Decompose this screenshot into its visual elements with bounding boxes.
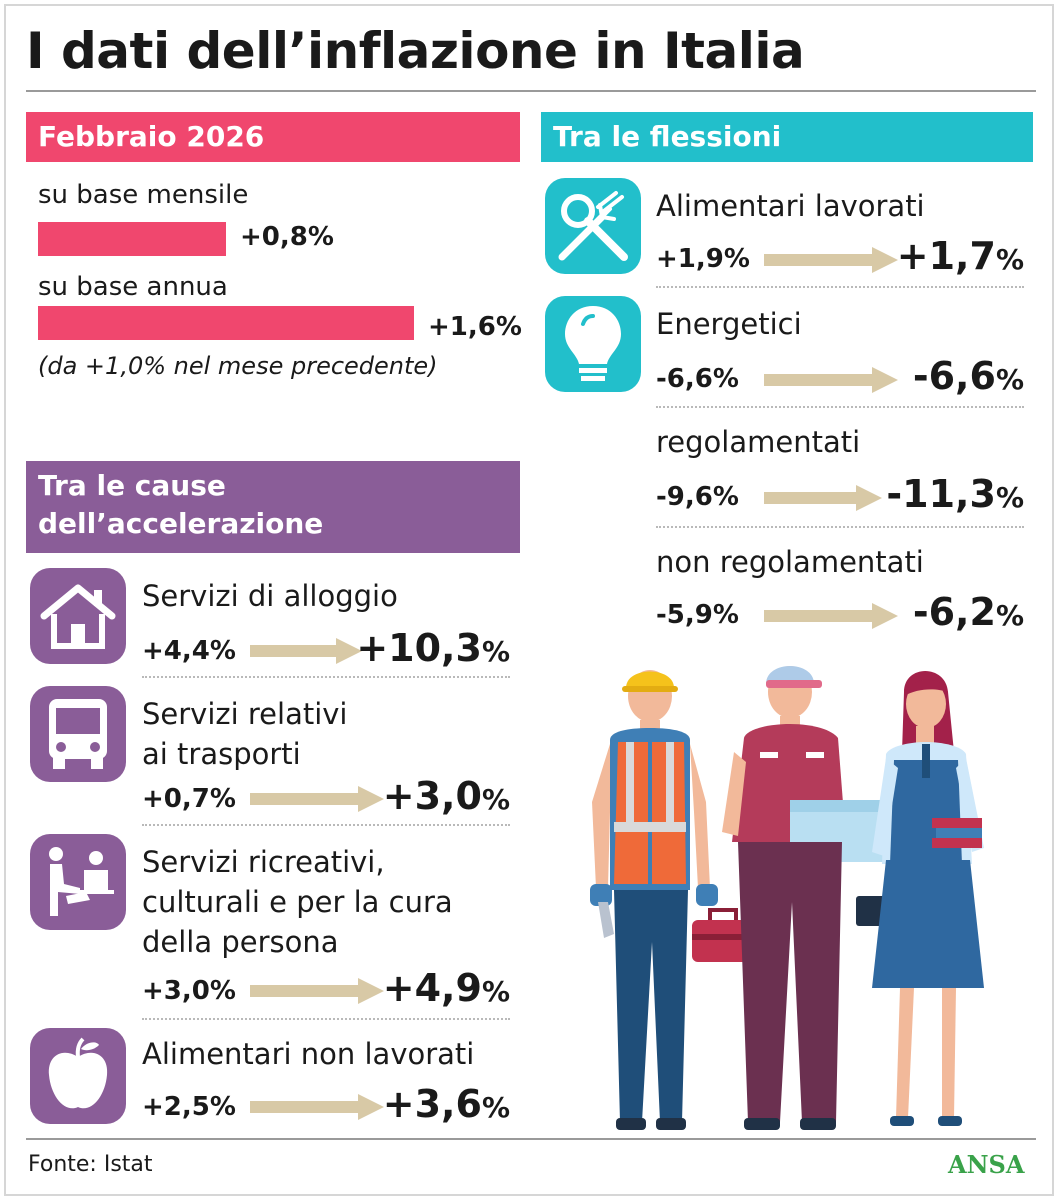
decline-label: Alimentari lavorati (656, 189, 925, 223)
infographic-frame (4, 4, 1054, 1196)
change-arrow (764, 247, 898, 273)
decline-current-unit: % (995, 599, 1024, 632)
cause-current-unit: % (481, 635, 510, 668)
decline-previous-value: -9,6% (656, 482, 739, 512)
annual-bar (38, 306, 414, 340)
causes-header: Tra le cause dell’accelerazione (26, 461, 520, 553)
cause-current-number: +3,0 (382, 774, 482, 818)
title-divider (26, 90, 1036, 92)
decline-current-unit: % (995, 481, 1024, 514)
cause-previous-value: +0,7% (142, 784, 236, 814)
cutlery-icon (545, 178, 641, 274)
cause-current-value: +10,3% (340, 626, 510, 670)
page-title: I dati dell’inflazione in Italia (26, 22, 805, 80)
ansa-logo: ANSA (948, 1150, 1025, 1179)
decline-label: regolamentati (656, 425, 861, 459)
toolbox (692, 908, 754, 962)
decline-current-value: +1,7% (854, 234, 1024, 278)
cause-label-line1: Servizi ricreativi, (142, 845, 385, 879)
cause-previous-value: +3,0% (142, 976, 236, 1006)
cause-label: Servizi ricreativi, culturali e per la c… (142, 842, 453, 962)
change-arrow (764, 367, 898, 393)
annual-value: +1,6% (428, 312, 522, 342)
monthly-label: su base mensile (38, 180, 249, 210)
decline-label: Energetici (656, 307, 802, 341)
monthly-bar (38, 222, 226, 256)
decline-label: non regolamentati (656, 545, 924, 579)
row-divider (142, 676, 510, 678)
row-divider (656, 526, 1024, 528)
cause-label-line1: Servizi relativi (142, 697, 348, 731)
decline-current-number: -6,2 (912, 590, 996, 634)
row-divider (142, 1018, 510, 1020)
decline-current-number: +1,7 (896, 234, 996, 278)
cause-current-value: +4,9% (340, 966, 510, 1010)
cause-current-number: +3,6 (382, 1082, 482, 1126)
cause-label: Servizi relativi ai trasporti (142, 694, 348, 774)
footer-divider (26, 1138, 1036, 1140)
cause-label-line2: culturali e per la cura (142, 885, 453, 919)
month-header-label: Febbraio 2026 (38, 120, 265, 153)
decline-previous-value: -6,6% (656, 364, 739, 394)
decline-current-unit: % (995, 243, 1024, 276)
change-arrow (250, 978, 384, 1004)
lightbulb-icon (545, 296, 641, 392)
previous-month-note: (da +1,0% nel mese precedente) (38, 352, 438, 380)
cause-label-line3: della persona (142, 925, 339, 959)
cause-label: Alimentari non lavorati (142, 1037, 475, 1071)
cause-current-number: +10,3 (356, 626, 482, 670)
change-arrow (250, 786, 384, 812)
change-arrow (764, 485, 882, 511)
workers-illustration (590, 666, 984, 1130)
change-arrow (250, 638, 362, 664)
decline-previous-value: +1,9% (656, 244, 750, 274)
cause-previous-value: +4,4% (142, 636, 236, 666)
decline-current-value: -6,2% (854, 590, 1024, 634)
change-arrow (250, 1094, 384, 1120)
decline-current-unit: % (995, 363, 1024, 396)
apple-icon (30, 1028, 126, 1124)
bus-icon (30, 686, 126, 782)
cause-current-value: +3,0% (340, 774, 510, 818)
decline-previous-value: -5,9% (656, 600, 739, 630)
decline-current-number: -11,3 (886, 472, 996, 516)
personal-care-icon (30, 834, 126, 930)
causes-header-line2: dell’accelerazione (38, 507, 324, 540)
month-header: Febbraio 2026 (26, 112, 520, 162)
office-worker-figure (856, 671, 984, 1126)
annual-label: su base annua (38, 272, 228, 302)
declines-header: Tra le flessioni (541, 112, 1033, 162)
decline-current-value: -11,3% (854, 472, 1024, 516)
cause-current-unit: % (481, 1091, 510, 1124)
source-credit: Fonte: Istat (28, 1152, 153, 1177)
monthly-value: +0,8% (240, 222, 334, 252)
cause-current-number: +4,9 (382, 966, 482, 1010)
construction-worker-figure (590, 670, 718, 1130)
decline-current-number: -6,6 (912, 354, 996, 398)
row-divider (656, 406, 1024, 408)
cause-label-line2: ai trasporti (142, 737, 301, 771)
row-divider (142, 824, 510, 826)
delivery-worker-figure (722, 666, 884, 1130)
causes-header-line1: Tra le cause (38, 469, 226, 502)
cause-current-value: +3,6% (340, 1082, 510, 1126)
cause-label: Servizi di alloggio (142, 579, 398, 613)
cause-current-unit: % (481, 975, 510, 1008)
house-icon (30, 568, 126, 664)
row-divider (656, 286, 1024, 288)
decline-current-value: -6,6% (854, 354, 1024, 398)
cause-current-unit: % (481, 783, 510, 816)
cause-previous-value: +2,5% (142, 1092, 236, 1122)
declines-header-label: Tra le flessioni (553, 120, 782, 153)
change-arrow (764, 603, 898, 629)
